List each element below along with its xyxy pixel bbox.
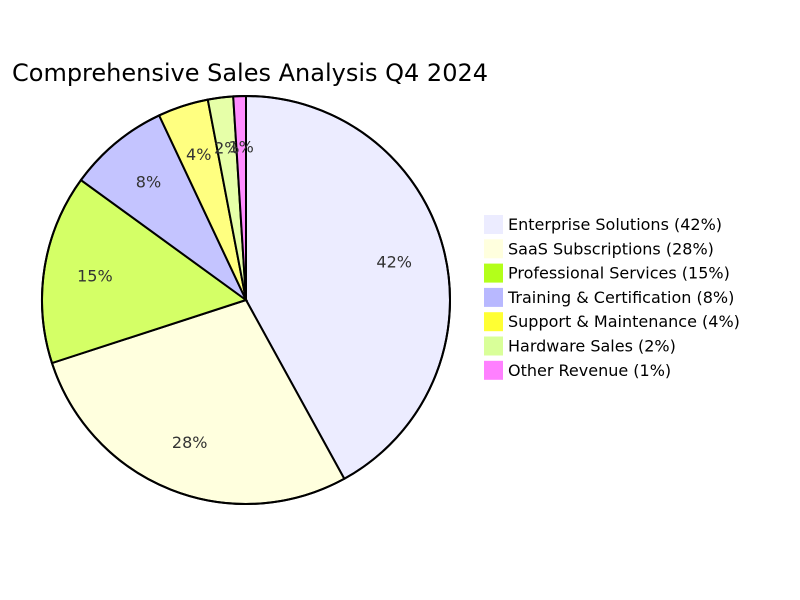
legend-swatch-saas-subscriptions <box>484 239 503 259</box>
legend-swatch-training-and-certification <box>484 287 503 307</box>
pie-slice-label-training-and-certification: 8% <box>136 173 161 192</box>
legend-swatch-hardware-sales <box>484 336 503 356</box>
legend-swatch-other-revenue <box>484 360 503 380</box>
legend-label-professional-services: Professional Services (15%) <box>508 264 730 283</box>
chart-title: Comprehensive Sales Analysis Q4 2024 <box>12 59 488 87</box>
legend-swatch-enterprise-solutions <box>484 215 503 234</box>
legend: Enterprise Solutions (42%) SaaS Subscript… <box>484 215 740 380</box>
pie-slice-label-support-and-maintenance: 4% <box>186 145 211 164</box>
pie-slice-label-other-revenue: 1% <box>228 138 253 157</box>
legend-label-training-and-certification: Training & Certification (8%) <box>507 288 734 307</box>
legend-label-enterprise-solutions: Enterprise Solutions (42%) <box>508 215 722 234</box>
pie-outline <box>41 95 451 505</box>
legend-swatch-professional-services <box>484 263 503 283</box>
pie-slice-label-enterprise-solutions: 42% <box>376 252 412 271</box>
legend-label-saas-subscriptions: SaaS Subscriptions (28%) <box>508 239 714 258</box>
pie-labels: 42% 28% 15% 8% 4% 2%1% <box>77 138 412 452</box>
pie-slice-label-hardware-sales: 2% <box>214 139 239 158</box>
pie-slice-label-professional-services: 15% <box>77 267 113 286</box>
legend-swatch-support-and-maintenance <box>484 312 503 332</box>
pie-slices <box>41 94 451 505</box>
legend-label-other-revenue: Other Revenue (1%) <box>508 361 671 380</box>
legend-label-hardware-sales: Hardware Sales (2%) <box>508 337 676 356</box>
legend-label-support-and-maintenance: Support & Maintenance (4%) <box>508 312 740 331</box>
pie-slice-label-saas-subscriptions: 28% <box>172 433 208 452</box>
